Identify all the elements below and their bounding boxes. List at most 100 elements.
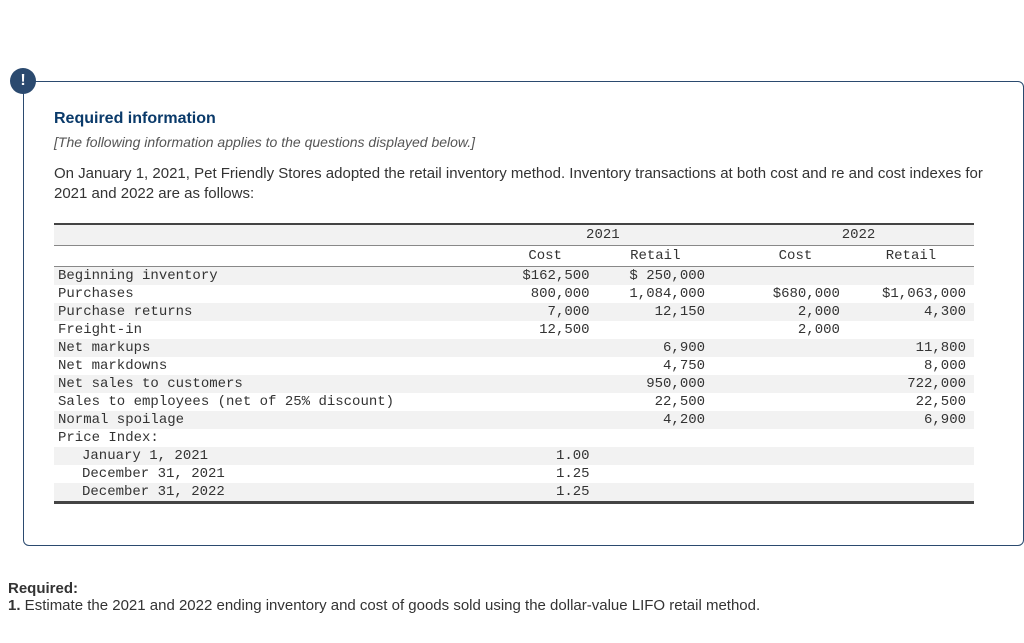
year-2022-header: 2022 [743,224,974,246]
cell-c2 [743,339,848,357]
cell-c1: 1.25 [493,465,598,483]
table-row: Net markups 6,900 11,800 [54,339,974,357]
table-col-row: Cost Retail Cost Retail [54,245,974,266]
row-label: December 31, 2022 [54,483,493,503]
cell-r2 [848,321,974,339]
question-card: Required information [The following info… [23,81,1024,546]
table-row: Purchases800,0001,084,000$680,000$1,063,… [54,285,974,303]
cell-r1 [598,429,713,447]
cell-r1: 6,900 [598,339,713,357]
row-label: Price Index: [54,429,493,447]
cell-c2: 2,000 [743,303,848,321]
cell-c2 [743,375,848,393]
col-retail-2021: Retail [598,245,713,266]
cell-c1: 800,000 [493,285,598,303]
cell-r1 [598,447,713,465]
cell-c1 [493,411,598,429]
row-label: Purchase returns [54,303,493,321]
cell-r2: $1,063,000 [848,285,974,303]
cell-c2 [743,411,848,429]
cell-c1: 12,500 [493,321,598,339]
cell-c2 [743,357,848,375]
cell-r2 [848,447,974,465]
cell-r2 [848,465,974,483]
table-row: Price Index: [54,429,974,447]
cell-c2 [743,393,848,411]
col-retail-2022: Retail [848,245,974,266]
intro-paragraph: On January 1, 2021, Pet Friendly Stores … [54,164,993,205]
cell-c1 [493,339,598,357]
cell-c1 [493,393,598,411]
row-label: Net markdowns [54,357,493,375]
col-gap [713,411,743,429]
cell-c1 [493,375,598,393]
col-gap [713,375,743,393]
cell-r1: 4,750 [598,357,713,375]
cell-r2: 22,500 [848,393,974,411]
cell-c2: $680,000 [743,285,848,303]
row-label: Beginning inventory [54,266,493,285]
required-label: Required: [8,580,760,597]
cell-r1: $ 250,000 [598,266,713,285]
cell-r1: 4,200 [598,411,713,429]
cell-c1 [493,357,598,375]
cell-r2: 722,000 [848,375,974,393]
cell-c2 [743,429,848,447]
cell-c2 [743,266,848,285]
cell-r2: 11,800 [848,339,974,357]
row-label: December 31, 2021 [54,465,493,483]
table-row: December 31, 20211.25 [54,465,974,483]
inventory-table: 2021 2022 Cost Retail Cost Retail Beginn… [54,223,974,504]
year-2021-header: 2021 [493,224,713,246]
item1-text: Estimate the 2021 and 2022 ending invent… [21,597,761,614]
cell-c2 [743,465,848,483]
col-gap [713,429,743,447]
applies-note: [The following information applies to th… [54,134,993,150]
table-row: Sales to employees (net of 25% discount)… [54,393,974,411]
cell-r2 [848,483,974,503]
cell-r1 [598,321,713,339]
table-row: Normal spoilage4,2006,900 [54,411,974,429]
col-cost-2021: Cost [493,245,598,266]
required-item-1: 1. Estimate the 2021 and 2022 ending inv… [8,597,760,614]
row-label: January 1, 2021 [54,447,493,465]
alert-glyph: ! [20,72,25,90]
footer-required: Required: 1. Estimate the 2021 and 2022 … [8,580,760,614]
cell-r2 [848,429,974,447]
cell-r1 [598,465,713,483]
table-row: December 31, 20221.25 [54,483,974,503]
cell-r1: 950,000 [598,375,713,393]
cell-c2: 2,000 [743,321,848,339]
data-table-wrap: 2021 2022 Cost Retail Cost Retail Beginn… [54,223,974,504]
table-row: Net sales to customers950,000722,000 [54,375,974,393]
cell-r2 [848,266,974,285]
cell-c1 [493,429,598,447]
col-gap [713,321,743,339]
cell-r1: 22,500 [598,393,713,411]
col-gap [713,465,743,483]
col-gap [713,339,743,357]
table-row: Net markdowns4,7508,000 [54,357,974,375]
cell-r2: 4,300 [848,303,974,321]
col-gap [713,447,743,465]
cell-r1: 12,150 [598,303,713,321]
cell-c1: $162,500 [493,266,598,285]
item1-num: 1. [8,597,21,614]
row-label: Sales to employees (net of 25% discount) [54,393,493,411]
row-label: Normal spoilage [54,411,493,429]
cell-r1 [598,483,713,503]
cell-r1: 1,084,000 [598,285,713,303]
table-row: Beginning inventory$162,500$ 250,000 [54,266,974,285]
table-row: January 1, 20211.00 [54,447,974,465]
cell-c1: 1.25 [493,483,598,503]
col-gap [713,393,743,411]
col-gap [713,303,743,321]
table-year-row: 2021 2022 [54,224,974,246]
col-gap [713,285,743,303]
cell-c2 [743,483,848,503]
required-info-heading: Required information [54,110,993,128]
row-label: Net markups [54,339,493,357]
table-body: Beginning inventory$162,500$ 250,000 Purc… [54,266,974,502]
table-row: Freight-in12,5002,000 [54,321,974,339]
col-gap [713,483,743,503]
